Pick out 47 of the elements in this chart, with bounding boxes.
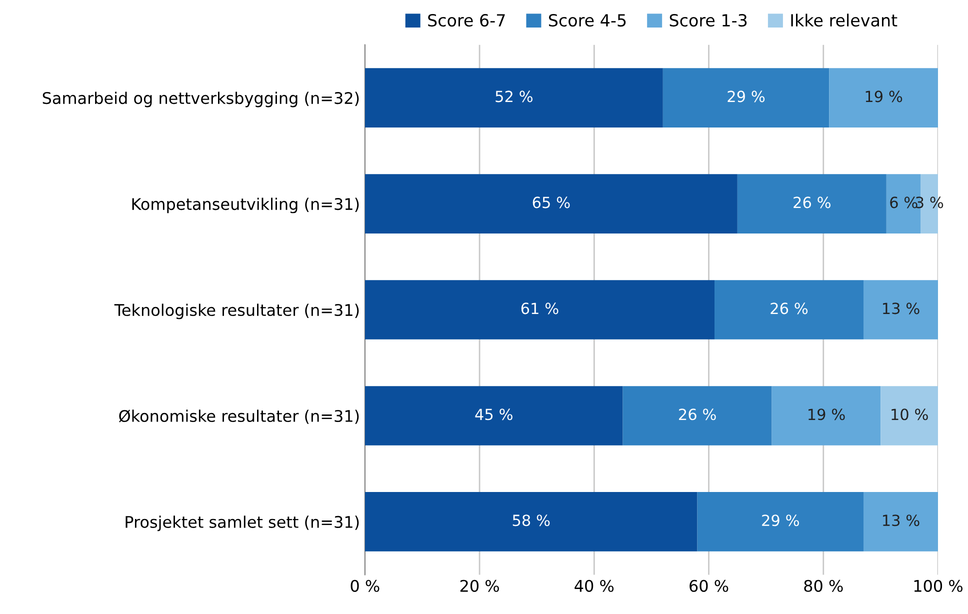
- bar: [880, 386, 938, 446]
- bar: [697, 492, 864, 552]
- data-label: 13 %: [883, 302, 920, 314]
- data-label: 19 %: [866, 90, 902, 102]
- data-label: 65 %: [532, 196, 570, 208]
- data-label: 3 %: [916, 196, 944, 208]
- x-tick-label: 80 %: [804, 580, 843, 592]
- bar: [622, 386, 772, 446]
- bar: [829, 68, 938, 128]
- data-label: 13 %: [883, 514, 920, 526]
- y-tick-label: Kompetanseutvikling (n=31): [132, 198, 359, 214]
- bar: [662, 68, 830, 128]
- legend-label: Ikke relevant: [791, 14, 898, 27]
- y-tick-label: Økonomiske resultater (n=31): [119, 410, 359, 424]
- x-tick-label: 40 %: [574, 580, 614, 592]
- bar: [863, 280, 938, 340]
- bar: [364, 174, 738, 234]
- legend-label: Score 6-7: [428, 14, 505, 27]
- y-tick-label: Teknologiske resultater (n=31): [114, 304, 359, 320]
- y-tick-label: Prosjektet samlet sett (n=31): [126, 516, 359, 532]
- data-label: 29 %: [762, 514, 799, 526]
- bar: [364, 386, 623, 446]
- bar: [772, 386, 881, 446]
- legend-label: Score 1-3: [670, 14, 747, 27]
- x-tick-label: 20 %: [460, 580, 499, 592]
- data-label: 61 %: [521, 302, 558, 314]
- x-tick-label: 100 %: [914, 580, 962, 592]
- bar: [364, 68, 663, 128]
- data-label: 26 %: [679, 408, 716, 420]
- bar: [364, 280, 714, 340]
- bar: [737, 174, 886, 234]
- data-label: 10 %: [892, 408, 928, 420]
- data-label: 45 %: [475, 408, 512, 420]
- data-label: 6 %: [890, 196, 918, 208]
- data-label: 26 %: [794, 196, 830, 208]
- x-tick-label: 0 %: [350, 580, 380, 592]
- data-label: 19 %: [808, 408, 845, 420]
- data-label: 26 %: [770, 302, 808, 314]
- y-tick-label: Samarbeid og nettverksbygging (n=32): [42, 92, 359, 108]
- bar: [364, 492, 698, 552]
- legend-label: Score 4-5: [548, 14, 626, 27]
- data-label: 29 %: [728, 90, 765, 102]
- x-tick-label: 60 %: [690, 580, 728, 592]
- data-label: 58 %: [512, 514, 550, 526]
- bar: [714, 280, 864, 340]
- bar: [863, 492, 938, 552]
- data-label: 52 %: [496, 90, 532, 102]
